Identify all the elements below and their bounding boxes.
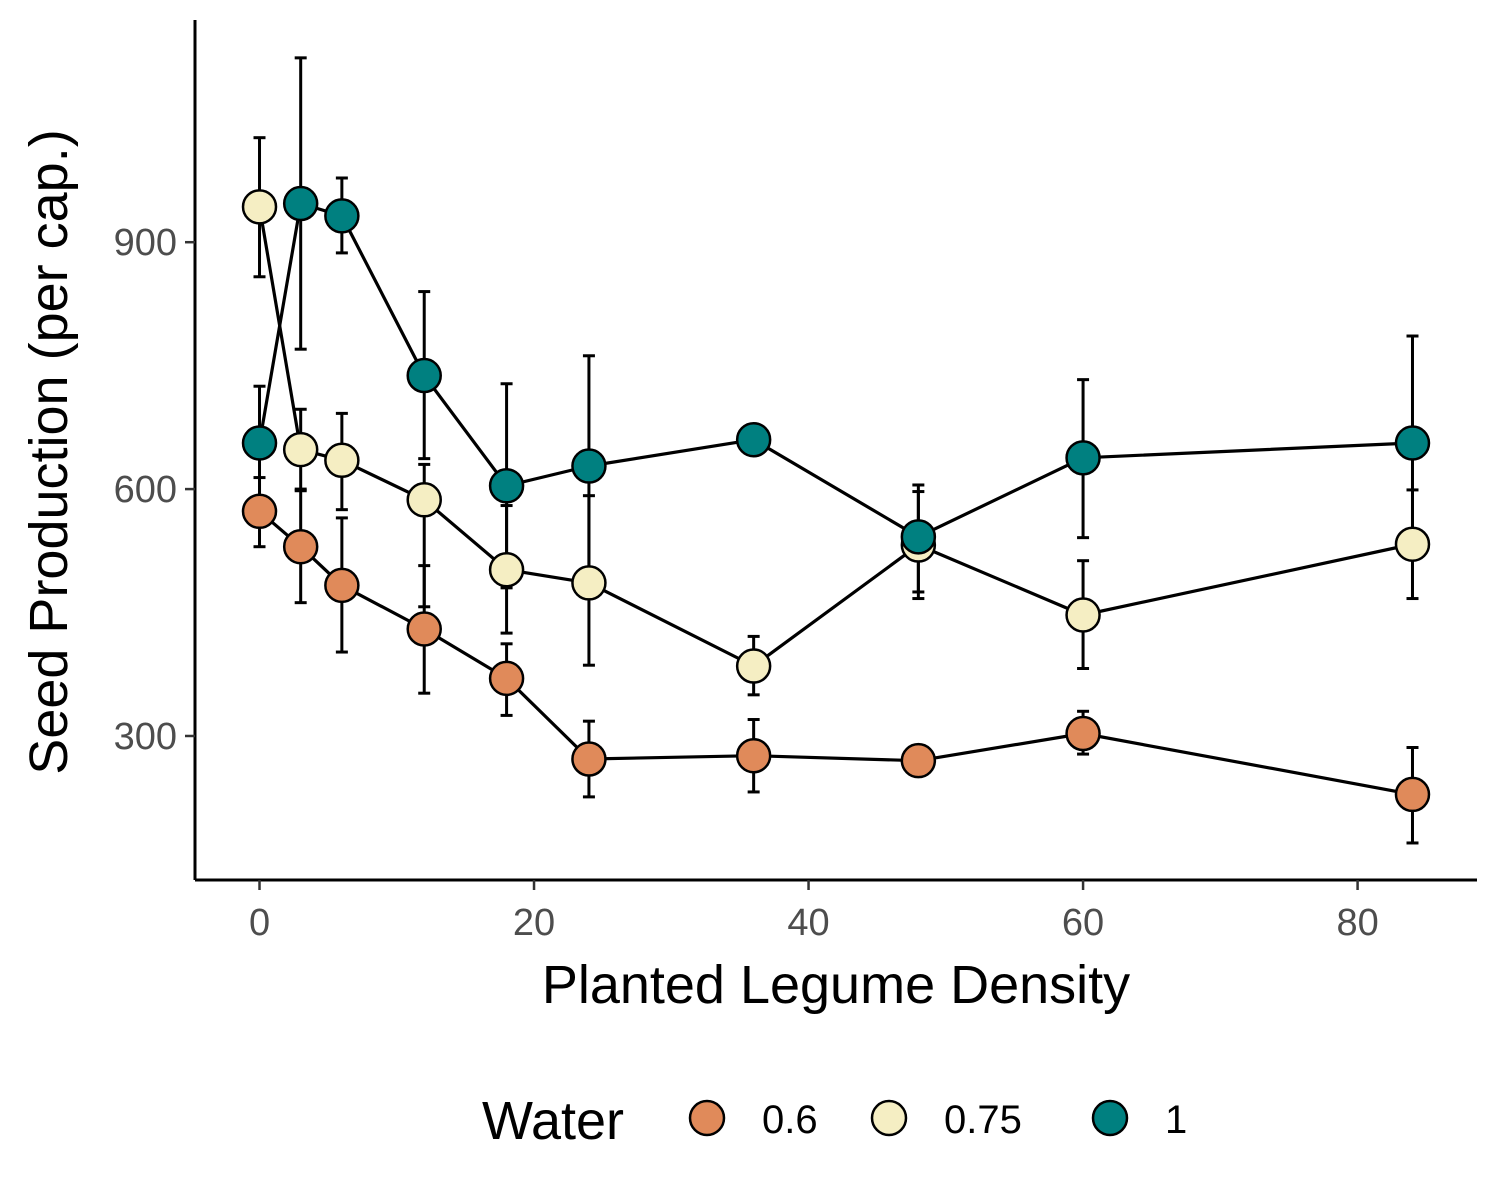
data-point-water-1 (571, 448, 607, 484)
data-point-water-1 (1065, 440, 1101, 476)
data-point-water-0-6 (241, 493, 278, 530)
legend-label-water-0-6: 0.6 (762, 1098, 818, 1142)
data-point-water-0-75 (488, 551, 525, 588)
legend: Water 0.6 0.75 1 (482, 1091, 1187, 1151)
legend-key-water-0-6 (688, 1099, 726, 1137)
y-tick-label: 600 (114, 469, 177, 511)
data-point-water-0-75 (406, 482, 442, 518)
data-points (241, 185, 1431, 813)
data-point-water-1 (241, 425, 278, 461)
data-point-water-1 (282, 185, 319, 222)
plot-area (241, 56, 1431, 845)
legend-key-water-1 (1091, 1099, 1129, 1137)
data-point-water-0-75 (1065, 597, 1101, 633)
x-tick-label: 20 (513, 902, 555, 944)
data-point-water-0-75 (735, 648, 772, 684)
data-point-water-1 (488, 468, 525, 504)
data-point-water-0-6 (571, 741, 607, 777)
data-point-water-0-6 (900, 742, 937, 779)
data-point-water-0-75 (324, 442, 360, 479)
x-tick-label: 0 (249, 902, 270, 944)
data-point-water-1 (735, 421, 772, 458)
series-line-water-1 (257, 201, 1413, 539)
data-point-water-0-75 (1394, 526, 1431, 562)
data-point-water-0-6 (406, 611, 442, 647)
data-point-water-0-75 (241, 189, 278, 225)
y-axis-ticks: 300 600 900 (114, 222, 195, 758)
y-axis-title: Seed Production (per cap.) (19, 129, 79, 774)
y-tick-label: 300 (114, 716, 177, 758)
data-point-water-0-75 (282, 431, 319, 468)
y-tick-label: 900 (114, 222, 177, 264)
x-tick-label: 80 (1336, 902, 1378, 944)
series-lines (257, 201, 1413, 796)
legend-title: Water (482, 1091, 624, 1151)
data-point-water-0-6 (324, 567, 360, 604)
data-point-water-1 (324, 198, 360, 234)
x-tick-label: 60 (1062, 902, 1104, 944)
data-point-water-0-75 (571, 565, 607, 601)
data-point-water-1 (406, 357, 442, 394)
series-line-water-0-6 (258, 510, 1413, 796)
legend-label-water-0-75: 0.75 (944, 1098, 1022, 1142)
data-point-water-1 (1394, 425, 1431, 461)
legend-label-water-1: 1 (1165, 1098, 1187, 1142)
data-point-water-0-6 (1065, 715, 1101, 752)
data-point-water-0-6 (735, 737, 772, 774)
x-axis-ticks: 0 20 40 60 80 (249, 880, 1379, 944)
x-tick-label: 40 (787, 902, 829, 944)
series-line-water-0-75 (257, 206, 1413, 668)
data-point-water-0-6 (488, 660, 525, 697)
data-point-water-0-6 (282, 528, 319, 565)
x-axis-title: Planted Legume Density (542, 955, 1130, 1015)
data-point-water-1 (900, 519, 937, 555)
data-point-water-0-6 (1394, 776, 1431, 813)
legend-key-water-0-75 (870, 1099, 908, 1137)
